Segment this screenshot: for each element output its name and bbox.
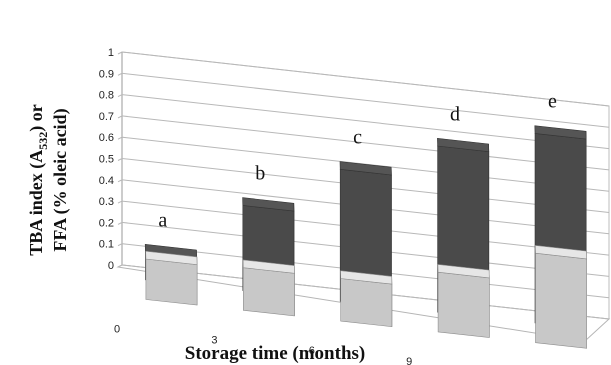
y-tick-label: 0.1 — [99, 239, 114, 251]
y-tick-label: 0.5 — [99, 154, 114, 166]
gridline — [117, 94, 610, 150]
y-axis-title-line1-suffix: ) or — [26, 104, 47, 131]
y-axis-title-line1-prefix: TBA index (A — [26, 150, 47, 256]
annotation-letter: b — [255, 163, 265, 185]
x-axis-ticks: 036912 — [114, 324, 412, 365]
annotation-letter: d — [450, 103, 460, 125]
y-tick-label: 0.4 — [99, 175, 114, 187]
bar-ffa — [534, 245, 588, 349]
gridline — [117, 72, 610, 128]
x-tick-label: 3 — [211, 334, 217, 346]
bar-ffa — [242, 259, 295, 317]
x-tick-label: 6 — [309, 345, 315, 357]
y-axis-title-line2: FFA (% oleic acid) — [50, 108, 71, 251]
bar-ffa — [340, 270, 393, 328]
significance-letters: a b c d e — [158, 91, 557, 232]
annotation-letter: c — [353, 127, 362, 149]
y-tick-label: 0.7 — [99, 111, 114, 123]
y-axis-title-line1-sub: 532 — [36, 132, 50, 150]
bar-ffa — [145, 250, 198, 306]
y-tick-label: 0.3 — [99, 196, 114, 208]
bar-ffa — [437, 264, 490, 338]
annotation-letter: e — [548, 91, 557, 113]
gridline — [117, 51, 610, 107]
y-tick-label: 0.6 — [99, 132, 114, 144]
annotation-letter: a — [158, 209, 167, 231]
x-axis-title: Storage time (months) — [185, 343, 365, 364]
chart-bars — [144, 125, 588, 349]
y-tick-label: 0.9 — [99, 68, 114, 80]
y-axis-ticks: 0 0.1 0.2 0.3 0.4 0.5 0.6 0.7 0.8 0.9 1 — [99, 47, 114, 272]
y-tick-label: 1 — [108, 47, 114, 59]
y-tick-label: 0 — [108, 260, 114, 272]
svg-text:TBA index (A532) or: TBA index (A532) or — [26, 104, 50, 256]
y-tick-label: 0.8 — [99, 90, 114, 102]
x-tick-label: 0 — [114, 324, 120, 336]
y-axis-title: TBA index (A532) or FFA (% oleic acid) — [26, 104, 71, 256]
y-tick-label: 0.2 — [99, 217, 114, 229]
x-tick-label: 9 — [406, 356, 412, 365]
